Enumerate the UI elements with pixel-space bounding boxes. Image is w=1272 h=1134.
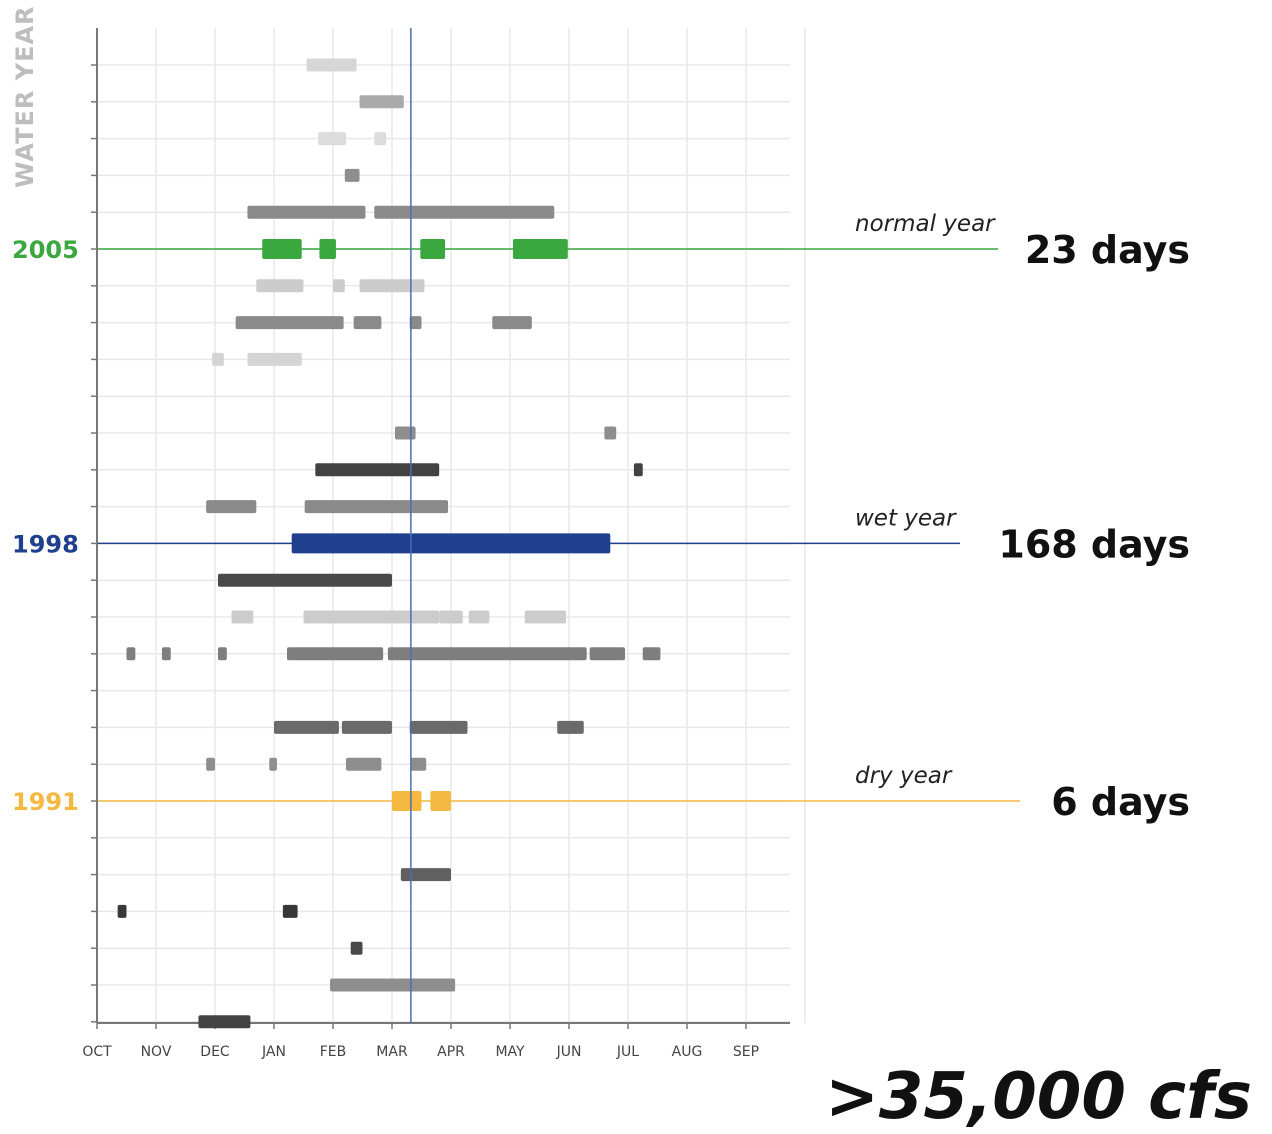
days-count-label: 168 days xyxy=(998,522,1190,566)
event-bar xyxy=(642,647,661,661)
event-bar xyxy=(126,647,136,661)
event-bar xyxy=(524,610,567,624)
event-bar xyxy=(306,58,357,72)
event-bar xyxy=(231,610,254,624)
event-bar xyxy=(117,904,127,918)
event-bar xyxy=(247,205,366,219)
y-axis-title: WATER YEAR xyxy=(11,5,39,188)
event-bar xyxy=(333,279,345,293)
event-bar xyxy=(359,95,404,109)
event-bar xyxy=(161,647,171,661)
event-bar xyxy=(410,757,427,771)
highlight-event-bar xyxy=(291,533,611,554)
event-bar xyxy=(353,316,382,330)
event-bar xyxy=(304,500,449,514)
year-label: 1998 xyxy=(12,530,79,558)
year-description-label: dry year xyxy=(855,763,953,789)
event-bar xyxy=(212,352,224,366)
x-tick-label: APR xyxy=(437,1044,465,1060)
highlight-event-bar xyxy=(430,791,451,811)
event-bar xyxy=(286,647,384,661)
x-tick-label: FEB xyxy=(320,1044,347,1060)
x-tick-label: JUL xyxy=(616,1044,639,1060)
event-bar xyxy=(247,352,302,366)
event-bar xyxy=(330,978,456,992)
event-bar xyxy=(256,279,304,293)
event-bar xyxy=(604,426,617,440)
event-bar xyxy=(387,647,587,661)
event-bar xyxy=(206,757,215,771)
event-bar xyxy=(557,720,584,734)
event-bar xyxy=(589,647,626,661)
event-bar xyxy=(350,941,363,955)
days-count-label: 23 days xyxy=(1025,228,1190,272)
event-bar xyxy=(235,316,344,330)
event-bar xyxy=(269,757,277,771)
highlight-event-bar xyxy=(512,239,568,259)
event-bar xyxy=(345,757,382,771)
x-tick-label: SEP xyxy=(733,1044,759,1060)
x-tick-label: DEC xyxy=(200,1044,230,1060)
event-bar xyxy=(409,316,422,330)
event-bar xyxy=(217,647,227,661)
event-bar xyxy=(359,279,425,293)
event-bar xyxy=(217,573,392,587)
days-count-label: 6 days xyxy=(1051,780,1190,824)
highlight-event-bar xyxy=(319,239,336,259)
year-description-label: wet year xyxy=(855,505,957,531)
x-tick-label: JAN xyxy=(261,1044,286,1060)
event-bar xyxy=(400,868,451,882)
threshold-label: >35,000 cfs xyxy=(825,1060,1252,1134)
event-bar xyxy=(206,500,257,514)
highlight-event-bar xyxy=(420,239,446,259)
x-tick-label: NOV xyxy=(141,1044,172,1060)
label-layer: WATER YEAR OCT NOV DEC JAN FEB MAR APR MAY JUN JU… xyxy=(11,5,1190,1060)
highlight-event-bar xyxy=(262,239,302,259)
event-bar xyxy=(374,205,555,219)
bars-layer xyxy=(117,58,661,1029)
event-bar xyxy=(409,720,468,734)
highlight-event-bar xyxy=(392,791,422,811)
x-tick-label: MAY xyxy=(495,1044,525,1060)
event-bar xyxy=(633,463,643,477)
event-bar xyxy=(374,132,387,146)
year-description-label: normal year xyxy=(855,211,996,237)
event-bar xyxy=(341,720,392,734)
event-bar xyxy=(318,132,346,146)
event-bar xyxy=(492,316,532,330)
x-tick-label: OCT xyxy=(82,1044,112,1060)
event-bar xyxy=(468,610,490,624)
event-bar xyxy=(198,1015,251,1029)
event-bar xyxy=(282,904,298,918)
x-tick-label: AUG xyxy=(672,1044,703,1060)
year-label: 2005 xyxy=(12,236,79,264)
event-bar xyxy=(439,610,463,624)
event-bar xyxy=(315,463,440,477)
event-bar xyxy=(344,168,360,182)
event-bar xyxy=(394,426,416,440)
x-tick-label: MAR xyxy=(376,1044,408,1060)
event-bar xyxy=(274,720,339,734)
x-tick-label: JUN xyxy=(556,1044,582,1060)
event-bar xyxy=(303,610,440,624)
year-label: 1991 xyxy=(12,788,79,816)
